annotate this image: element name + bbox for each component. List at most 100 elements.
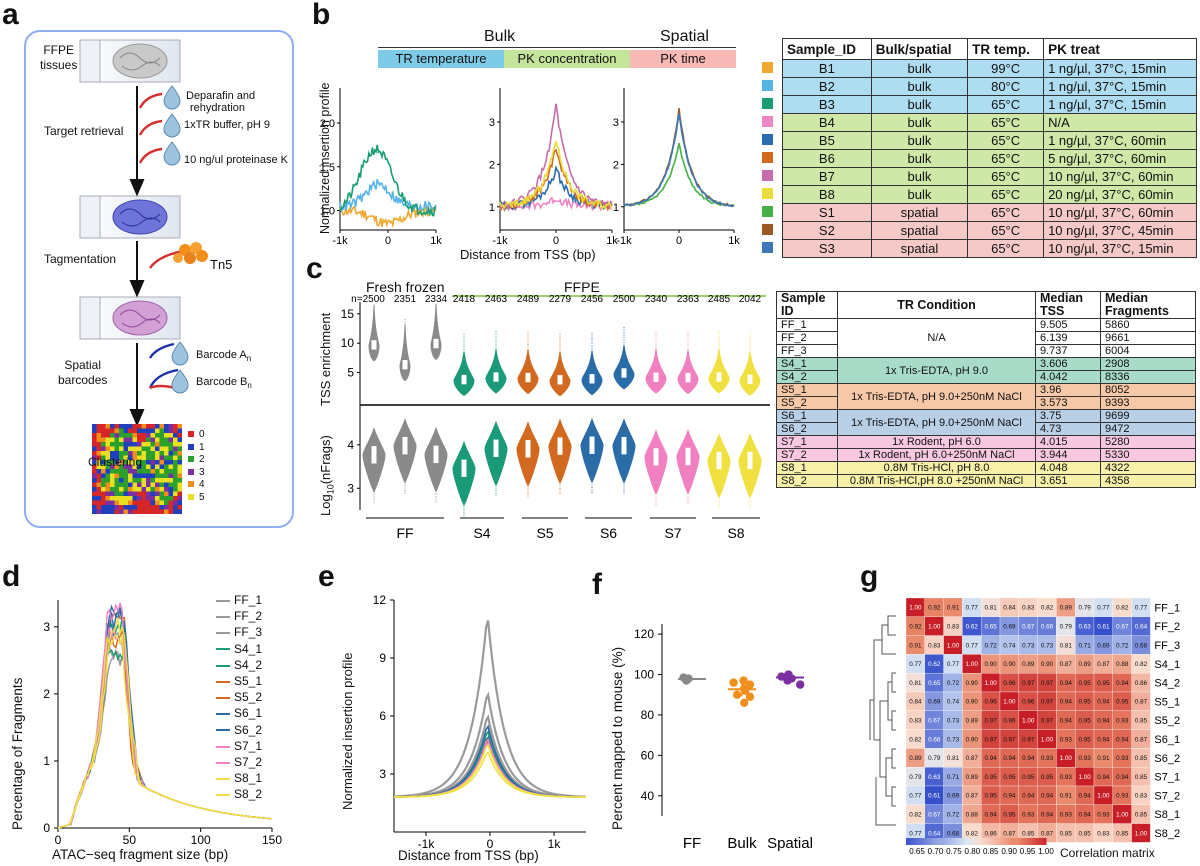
cluster-cell [96, 460, 101, 465]
data-point [745, 692, 755, 701]
heat-value: 0.95 [1003, 774, 1016, 781]
cluster-cell [119, 482, 124, 487]
cell-type: bulk [870, 113, 969, 132]
tss-box-S4_2 [493, 372, 499, 382]
x-tick-label: -1k [616, 235, 632, 247]
cluster-cell [128, 464, 133, 469]
cell-pk: 1 ng/µl, 37°C, 60min [1043, 131, 1197, 150]
colorbar-tick: 0.75 [946, 847, 962, 856]
cell-id: FF_2 [776, 331, 838, 345]
condition-row: S5_2 3.573 9393 [776, 396, 1196, 410]
heat-value: 0.93 [1097, 812, 1110, 819]
heat-value: 0.97 [984, 718, 997, 725]
cell-temp: 65°C [967, 167, 1045, 186]
cluster-cell [155, 433, 160, 438]
cluster-cell [123, 505, 128, 510]
cluster-cell [101, 509, 106, 514]
cluster-cell [114, 500, 119, 505]
tss-box-S7_2 [685, 372, 691, 383]
heat-value: 0.97 [1041, 699, 1054, 706]
cluster-cell [110, 442, 115, 447]
cluster-cell [155, 469, 160, 474]
cluster-cell [128, 451, 133, 456]
cluster-cell [146, 473, 151, 478]
cell-median-frag: 8052 [1100, 383, 1196, 397]
cluster-cell [128, 469, 133, 474]
heat-value: 0.94 [1097, 774, 1110, 781]
heat-value: 0.95 [1041, 774, 1054, 781]
clustering-label: Clustering [88, 455, 143, 469]
cluster-cell [132, 473, 137, 478]
heat-value: 0.87 [966, 755, 979, 762]
heat-value: 0.81 [1060, 642, 1073, 649]
cluster-cell [92, 446, 97, 451]
cluster-cell [146, 464, 151, 469]
cell-id: S7_1 [776, 435, 838, 449]
cluster-cell [173, 437, 178, 442]
cell-id: B6 [782, 149, 872, 168]
tss-violin-S4_2 [485, 348, 507, 394]
heat-value: 0.97 [1022, 680, 1035, 687]
cluster-cell [96, 473, 101, 478]
cluster-cell [146, 424, 151, 429]
heat-value: 0.96 [984, 699, 997, 706]
cluster-legend-item: 3 [188, 467, 205, 480]
barcodes-label: barcodes [58, 373, 108, 387]
legend-item: S7_2 [216, 754, 262, 770]
heat-value: 0.83 [947, 624, 960, 631]
cluster-cell [101, 424, 106, 429]
cell-median-frag: 9393 [1100, 396, 1196, 410]
dendrogram-branch [881, 624, 896, 655]
colorbar-cell [948, 838, 952, 845]
cluster-cell [137, 433, 142, 438]
condition-row: S5_1 1x Tris-EDTA, pH 9.0+250nM NaCl 3.96 8… [776, 383, 1196, 410]
cluster-cell [96, 500, 101, 505]
panel-a-frame [24, 30, 294, 528]
cluster-cell [137, 487, 142, 492]
cluster-cell [155, 473, 160, 478]
cluster-cell [164, 437, 169, 442]
cluster-cell [137, 446, 142, 451]
data-point [795, 680, 805, 689]
heat-value: 0.93 [1060, 774, 1073, 781]
cluster-cell [164, 482, 169, 487]
cluster-cell [92, 464, 97, 469]
heat-value: 0.90 [966, 699, 979, 706]
sample-swatch [762, 80, 773, 91]
colorbar-label: Correlation matrix [1060, 846, 1155, 860]
cluster-cell [105, 442, 110, 447]
nfrags-box-S6_1 [589, 436, 595, 454]
y-tick-label: 80 [641, 708, 655, 722]
row-label: S7_1 [1154, 772, 1180, 784]
cluster-cell [105, 500, 110, 505]
tss-box-S6_1 [589, 374, 595, 384]
legend-item: S5_2 [216, 689, 262, 705]
cluster-cell [141, 464, 146, 469]
cell-condition: 0.8M Tris-HCl,pH 8.0 +250nM NaCl [837, 474, 1036, 488]
nfrags-box-S8_1 [716, 451, 722, 470]
heat-value: 0.68 [947, 830, 960, 837]
cluster-cell [119, 473, 124, 478]
heat-value: 0.92 [909, 624, 922, 631]
cluster-cell [101, 469, 106, 474]
heat-value: 0.95 [1078, 699, 1091, 706]
data-point [745, 680, 755, 689]
cluster-cell [164, 478, 169, 483]
cell-id: S8_2 [776, 474, 838, 488]
nfrags-box-S5_1 [525, 440, 531, 458]
heat-value: 0.79 [1078, 605, 1091, 612]
th-tr-condition: TR Condition [837, 291, 1036, 319]
heat-value: 0.81 [984, 605, 997, 612]
cell-type: bulk [870, 167, 969, 186]
cluster-cell [173, 464, 178, 469]
colorbar-cell [1000, 838, 1005, 845]
heat-value: 0.93 [1060, 736, 1073, 743]
cluster-cell [141, 505, 146, 510]
cluster-cell [159, 473, 164, 478]
dendrogram-branch [875, 777, 896, 826]
colorbar-cell [972, 838, 977, 845]
cluster-cell [164, 433, 169, 438]
category-label: FF [683, 835, 701, 852]
heat-value: 0.93 [1022, 812, 1035, 819]
